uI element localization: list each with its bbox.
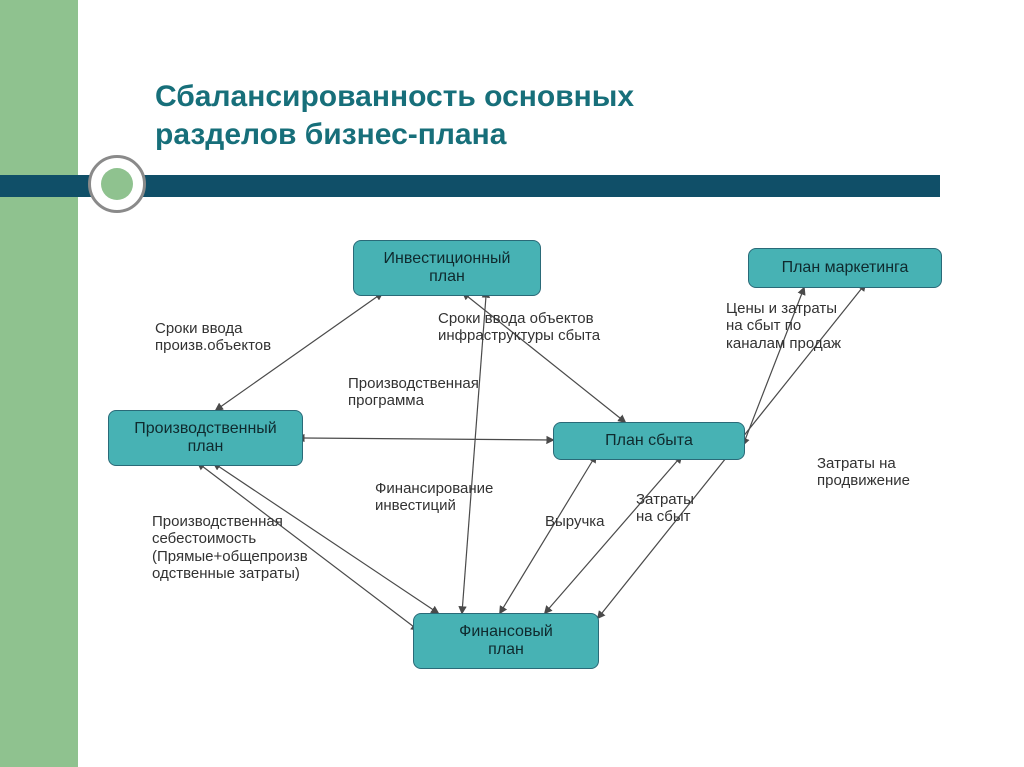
edge-label-e5: Финансирование инвестиций — [375, 480, 493, 515]
edge-label-e8: Затраты на продвижение — [817, 455, 910, 490]
node-invest: Инвестиционный план — [353, 240, 541, 296]
edge-3 — [303, 438, 553, 440]
edge-label-e2: Сроки ввода объектов инфраструктуры сбыт… — [438, 310, 600, 345]
slide-title: Сбалансированность основных разделов биз… — [155, 78, 634, 154]
edge-label-e1: Сроки ввода произв.объектов — [155, 320, 271, 355]
edge-label-e9: Производственная себестоимость (Прямые+о… — [152, 513, 308, 582]
edge-label-e3: Цены и затраты на сбыт по каналам продаж — [726, 300, 841, 352]
bullet-inner-circle — [101, 168, 133, 200]
slide-sidebar — [0, 0, 78, 767]
title-line-2: разделов бизнес-плана — [155, 116, 634, 154]
edge-label-e4: Производственная программа — [348, 375, 479, 410]
edge-label-e7: Затраты на сбыт — [636, 491, 694, 526]
node-prod: Производственный план — [108, 410, 303, 466]
edge-6 — [545, 460, 678, 613]
edge-5 — [500, 460, 593, 613]
edge-label-e6: Выручка — [545, 513, 605, 530]
node-finance: Финансовый план — [413, 613, 599, 669]
node-marketing: План маркетинга — [748, 248, 942, 288]
title-line-1: Сбалансированность основных — [155, 78, 634, 116]
node-sales: План сбыта — [553, 422, 745, 460]
